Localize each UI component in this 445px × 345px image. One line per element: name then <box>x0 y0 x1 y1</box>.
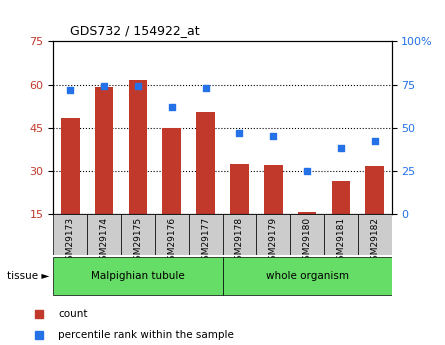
Text: GDS732 / 154922_at: GDS732 / 154922_at <box>70 24 200 38</box>
Point <box>303 168 311 174</box>
Bar <box>332 181 350 214</box>
Point <box>236 130 243 136</box>
Text: whole organism: whole organism <box>266 271 348 281</box>
Bar <box>53 257 222 295</box>
Text: Malpighian tubule: Malpighian tubule <box>91 271 185 281</box>
Bar <box>222 214 256 255</box>
Bar <box>189 214 222 255</box>
Text: tissue ►: tissue ► <box>7 271 49 281</box>
Text: GSM29179: GSM29179 <box>269 217 278 266</box>
Bar <box>298 213 316 214</box>
Text: count: count <box>58 309 87 318</box>
Bar <box>222 257 392 295</box>
Text: percentile rank within the sample: percentile rank within the sample <box>58 331 234 340</box>
Text: GSM29176: GSM29176 <box>167 217 176 266</box>
Text: GSM29181: GSM29181 <box>336 217 345 266</box>
Point <box>202 85 209 91</box>
Point <box>67 87 74 92</box>
Bar <box>290 214 324 255</box>
Bar <box>53 214 87 255</box>
Point <box>337 146 344 151</box>
Text: GSM29180: GSM29180 <box>303 217 312 266</box>
Point <box>270 134 277 139</box>
Bar <box>129 80 147 214</box>
Bar <box>264 165 283 214</box>
Point <box>371 139 378 144</box>
Bar <box>87 214 121 255</box>
Bar <box>61 118 80 214</box>
Bar <box>256 214 290 255</box>
Text: GSM29178: GSM29178 <box>235 217 244 266</box>
Bar <box>358 214 392 255</box>
Bar <box>155 214 189 255</box>
Text: GSM29173: GSM29173 <box>66 217 75 266</box>
Bar <box>230 164 249 214</box>
Bar <box>324 214 358 255</box>
Bar <box>365 167 384 214</box>
Point <box>134 83 142 89</box>
Bar <box>121 214 155 255</box>
Point <box>168 104 175 110</box>
Text: GSM29174: GSM29174 <box>100 217 109 266</box>
Text: GSM29175: GSM29175 <box>134 217 142 266</box>
Point <box>101 83 108 89</box>
Text: GSM29177: GSM29177 <box>201 217 210 266</box>
Bar <box>196 112 215 214</box>
Text: GSM29182: GSM29182 <box>370 217 379 266</box>
Bar <box>95 87 113 214</box>
Bar <box>162 128 181 214</box>
